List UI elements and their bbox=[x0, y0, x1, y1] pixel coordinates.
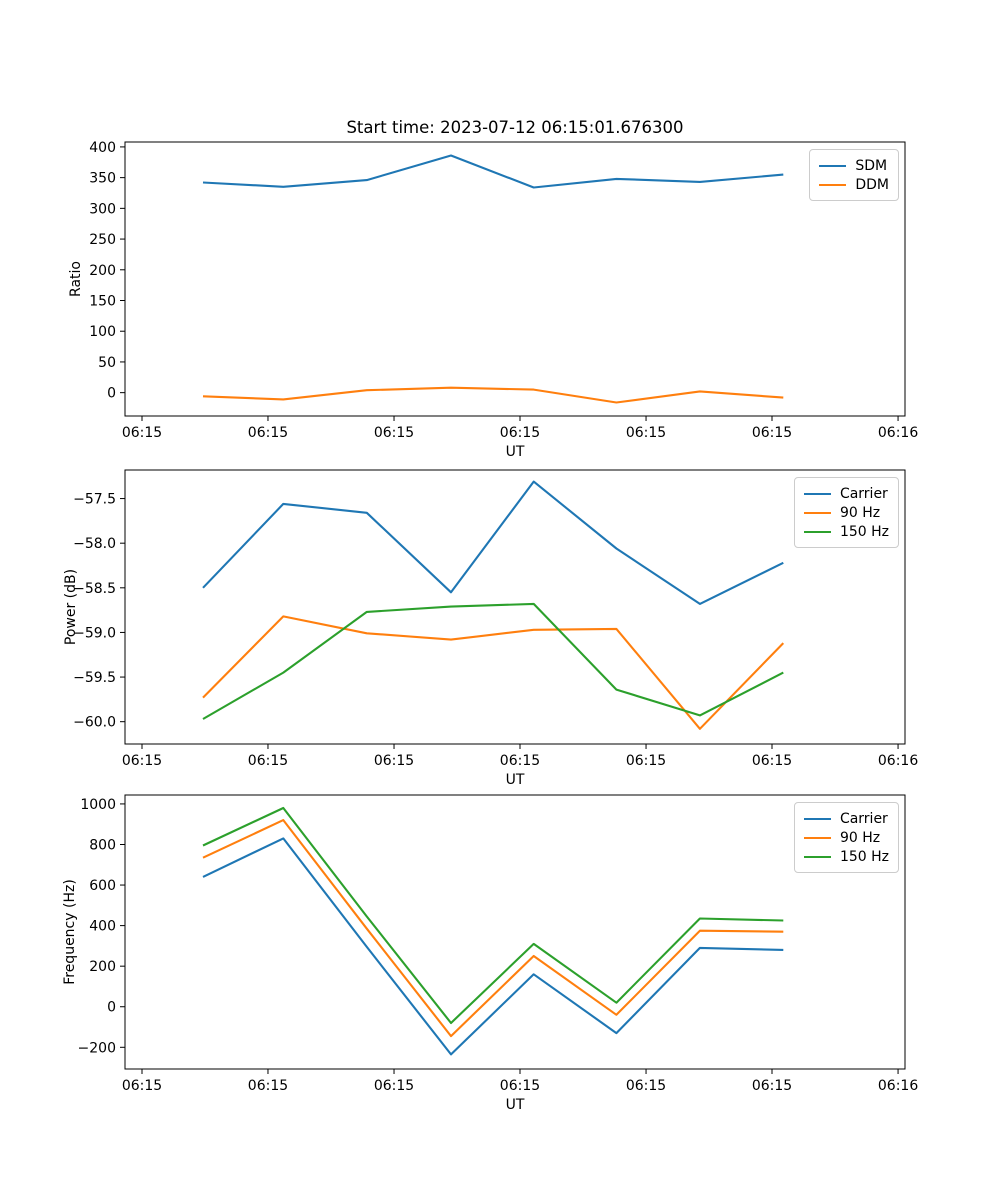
x-tick-label: 06:15 bbox=[500, 753, 540, 769]
legend-line-swatch bbox=[803, 817, 831, 820]
y-tick-label: −200 bbox=[78, 1040, 116, 1056]
y-axis-label-power: Power (dB) bbox=[63, 568, 79, 646]
y-tick-label: 1000 bbox=[80, 797, 116, 813]
legend-line-swatch bbox=[803, 492, 831, 495]
frequency-legend: Carrier 90 Hz 150 Hz bbox=[793, 802, 899, 873]
x-tick-label: 06:15 bbox=[374, 753, 414, 769]
y-tick-label: 200 bbox=[89, 263, 116, 279]
y-tick-label: −59.0 bbox=[73, 625, 116, 641]
ratio-legend: SDM DDM bbox=[809, 149, 899, 201]
series-line-carrier bbox=[202, 480, 784, 605]
legend-line-swatch bbox=[819, 164, 847, 167]
x-tick-label: 06:15 bbox=[374, 1078, 414, 1094]
x-tick-label: 06:15 bbox=[500, 1078, 540, 1094]
legend-item: 150 Hz bbox=[803, 847, 889, 866]
x-tick-label: 06:15 bbox=[122, 753, 162, 769]
y-axis-label-frequency: Frequency (Hz) bbox=[62, 879, 78, 985]
x-tick-label: 06:15 bbox=[122, 1078, 162, 1094]
legend-item: 150 Hz bbox=[803, 522, 889, 541]
legend-label: 150 Hz bbox=[839, 523, 889, 540]
plot-border bbox=[124, 469, 906, 745]
series-line-150-hz bbox=[202, 806, 784, 1025]
y-tick-label: 0 bbox=[107, 386, 116, 402]
y-tick-label: 400 bbox=[89, 919, 116, 935]
series-line-90-hz bbox=[202, 819, 784, 1038]
y-tick-label: 350 bbox=[89, 171, 116, 187]
plot-border bbox=[124, 141, 906, 417]
x-tick-label: 06:15 bbox=[752, 1078, 792, 1094]
legend-label: 90 Hz bbox=[839, 829, 881, 846]
legend-item: 90 Hz bbox=[803, 828, 889, 847]
x-tick-label: 06:15 bbox=[500, 425, 540, 441]
x-tick-label: 06:15 bbox=[626, 1078, 666, 1094]
plot-border bbox=[124, 794, 906, 1070]
y-tick-label: 0 bbox=[107, 1000, 116, 1016]
x-tick-label: 06:15 bbox=[626, 753, 666, 769]
legend-label: 90 Hz bbox=[839, 504, 881, 521]
y-tick-label: −57.5 bbox=[73, 492, 116, 508]
legend-item: SDM bbox=[819, 156, 889, 175]
x-tick-label: 06:15 bbox=[248, 753, 288, 769]
legend-item: 90 Hz bbox=[803, 503, 889, 522]
y-tick-label: 800 bbox=[89, 837, 116, 853]
legend-label: 150 Hz bbox=[839, 848, 889, 865]
legend-label: Carrier bbox=[839, 810, 888, 827]
legend-label: DDM bbox=[855, 176, 889, 193]
y-tick-label: 600 bbox=[89, 878, 116, 894]
y-tick-label: 50 bbox=[98, 355, 116, 371]
x-tick-label: 06:15 bbox=[752, 753, 792, 769]
series-line-90-hz bbox=[202, 615, 785, 730]
y-tick-label: 250 bbox=[89, 232, 116, 248]
series-line-ddm bbox=[202, 386, 784, 404]
legend-item: DDM bbox=[819, 175, 889, 194]
x-tick-label: 06:15 bbox=[248, 1078, 288, 1094]
y-tick-label: 150 bbox=[89, 294, 116, 310]
x-tick-label: 06:16 bbox=[878, 1078, 918, 1094]
figure-title: Start time: 2023-07-12 06:15:01.676300 bbox=[346, 118, 684, 137]
x-tick-label: 06:15 bbox=[374, 425, 414, 441]
x-tick-label: 06:16 bbox=[878, 753, 918, 769]
y-tick-label: 300 bbox=[89, 201, 116, 217]
y-tick-label: −58.0 bbox=[73, 536, 116, 552]
legend-label: Carrier bbox=[839, 485, 888, 502]
legend-item: Carrier bbox=[803, 809, 889, 828]
y-tick-label: 400 bbox=[89, 140, 116, 156]
legend-line-swatch bbox=[803, 836, 831, 839]
legend-line-swatch bbox=[803, 530, 831, 533]
legend-label: SDM bbox=[855, 157, 888, 174]
y-tick-label: −59.5 bbox=[73, 670, 116, 686]
x-tick-label: 06:15 bbox=[122, 425, 162, 441]
legend-line-swatch bbox=[803, 511, 831, 514]
legend-item: Carrier bbox=[803, 484, 889, 503]
legend-line-swatch bbox=[819, 183, 847, 186]
x-tick-label: 06:15 bbox=[248, 425, 288, 441]
x-tick-label: 06:15 bbox=[626, 425, 666, 441]
y-tick-label: −60.0 bbox=[73, 715, 116, 731]
x-axis-label: UT bbox=[506, 1097, 525, 1113]
y-tick-label: −58.5 bbox=[73, 581, 116, 597]
legend-line-swatch bbox=[803, 855, 831, 858]
y-axis-label-ratio: Ratio bbox=[68, 261, 84, 297]
y-tick-label: 200 bbox=[89, 959, 116, 975]
series-line-sdm bbox=[202, 154, 784, 189]
series-line-carrier bbox=[202, 837, 784, 1056]
x-tick-label: 06:15 bbox=[752, 425, 792, 441]
x-tick-label: 06:16 bbox=[878, 425, 918, 441]
y-tick-label: 100 bbox=[89, 324, 116, 340]
x-axis-label: UT bbox=[506, 772, 525, 788]
x-axis-label: UT bbox=[506, 444, 525, 460]
power-legend: Carrier 90 Hz 150 Hz bbox=[793, 477, 899, 548]
series-line-150-hz bbox=[202, 602, 784, 720]
